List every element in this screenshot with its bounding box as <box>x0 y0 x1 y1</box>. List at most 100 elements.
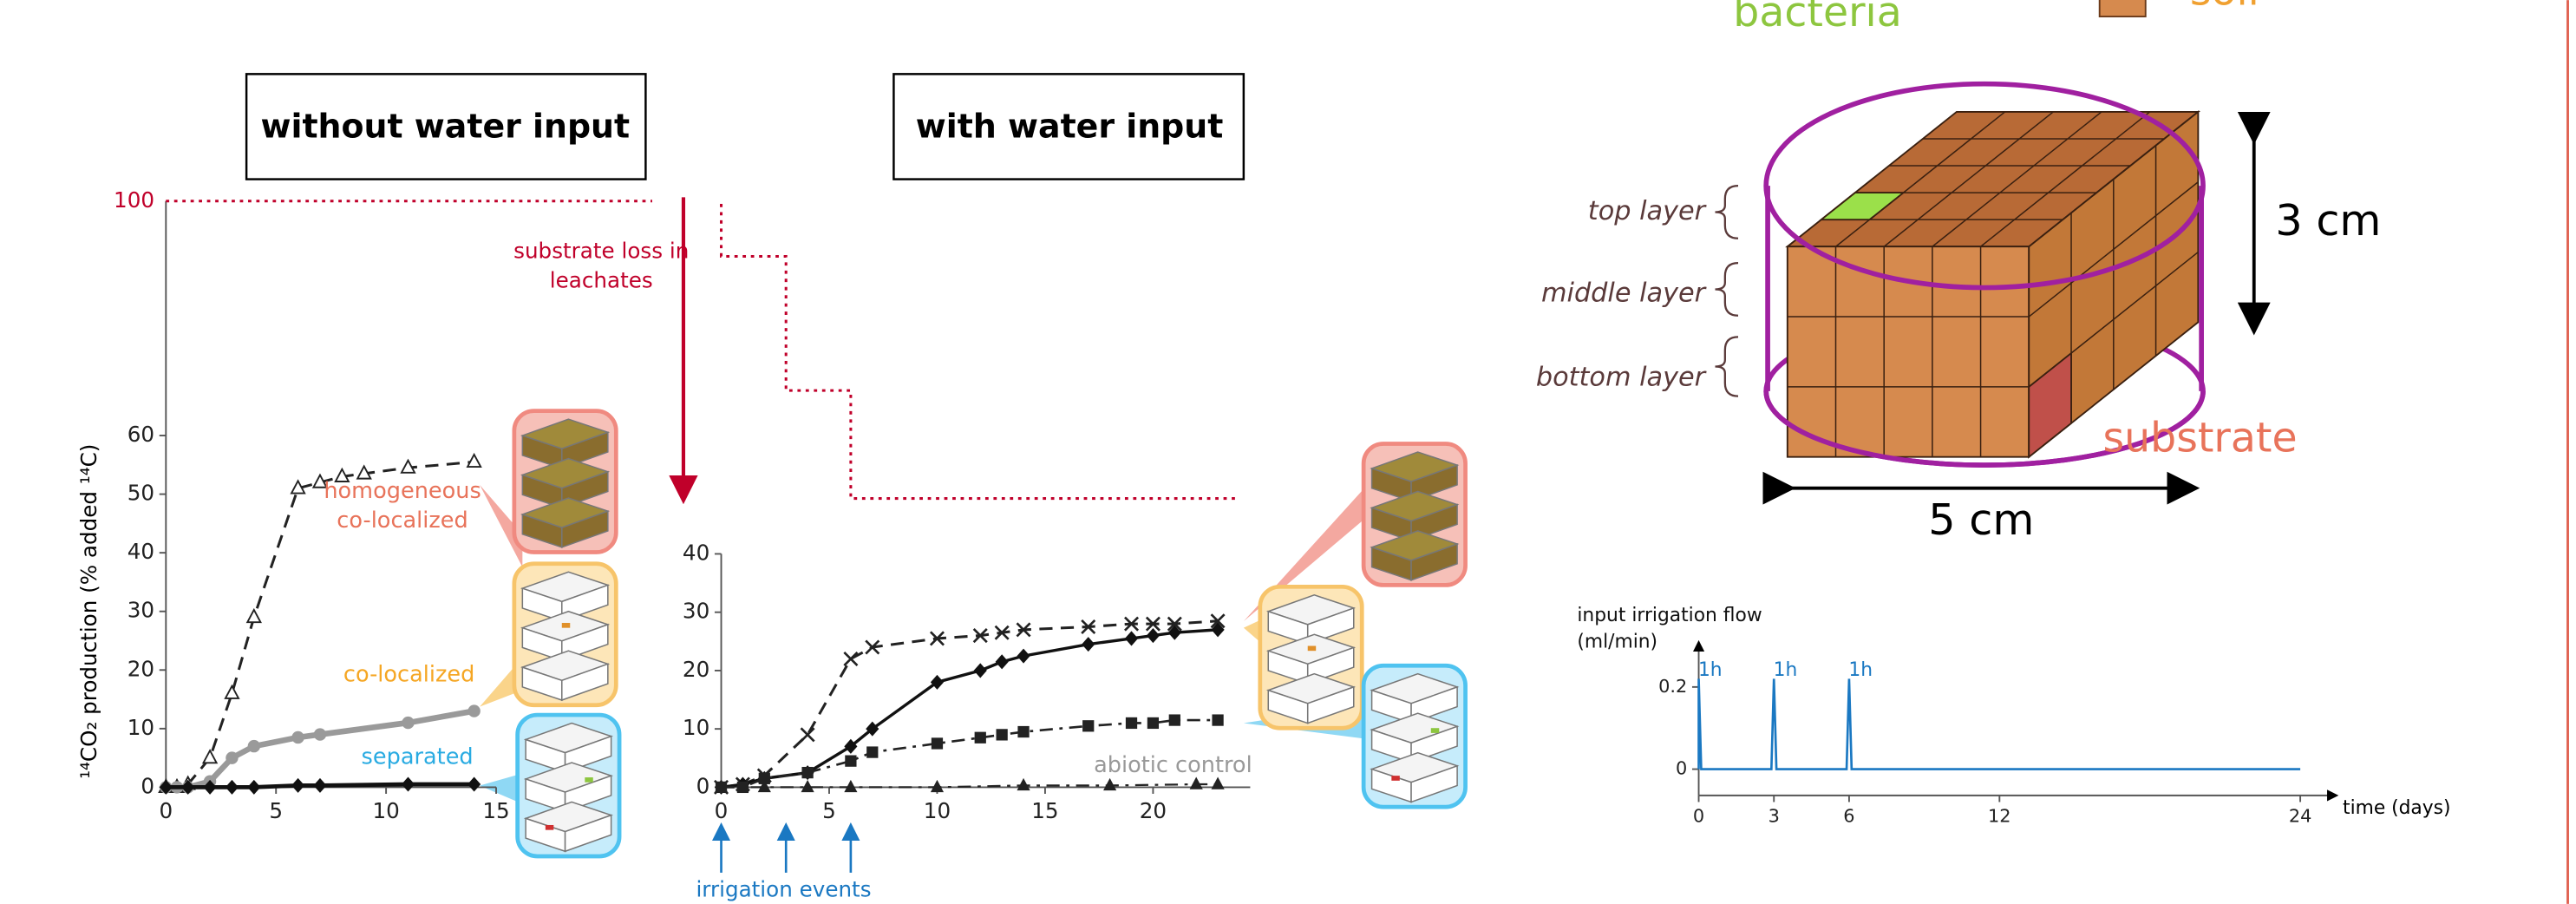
substrate-dot <box>1308 646 1316 652</box>
x-tick-label: 12 <box>1988 805 2011 826</box>
x-tick-label: 15 <box>482 798 509 823</box>
substrate-dot <box>1391 776 1399 781</box>
layer-label: top layer <box>1588 196 1708 226</box>
marker <box>467 455 481 467</box>
marker <box>801 728 814 741</box>
marker <box>801 780 814 792</box>
x-tick-label: 20 <box>1140 798 1167 823</box>
marker <box>1103 778 1116 790</box>
bacteria-dot <box>585 777 592 783</box>
layer-braces <box>1715 186 1738 396</box>
marker <box>844 652 857 665</box>
page: {"chart_data":[ {"type":"line","title":"… <box>0 0 2576 904</box>
height-label: 3 cm <box>2275 195 2381 246</box>
y-tick-label: 10 <box>683 715 709 740</box>
substrate-dot <box>562 623 570 628</box>
marker <box>931 780 944 792</box>
marker <box>1017 649 1030 664</box>
annotation: irrigation events <box>696 877 871 902</box>
marker <box>203 750 216 763</box>
chart-title: with water input <box>916 107 1224 145</box>
annotation: substrate loss in leachates <box>513 239 690 296</box>
x-tick-label: 10 <box>372 798 399 823</box>
marker <box>1212 777 1225 789</box>
soil-icon <box>2100 0 2146 16</box>
layer-label: middle layer <box>1541 278 1708 309</box>
y-tick-label: 0 <box>1676 758 1687 779</box>
marker <box>1017 778 1030 790</box>
marker <box>1212 714 1223 725</box>
marker <box>1169 714 1180 725</box>
x-tick-label: 5 <box>269 798 283 823</box>
x-tick-label: 24 <box>2289 805 2312 826</box>
soil-label: soil <box>2190 0 2259 16</box>
x-tick-label: 10 <box>924 798 951 823</box>
marker <box>1017 726 1029 737</box>
marker <box>226 780 239 795</box>
marker <box>975 732 986 744</box>
marker <box>997 729 1008 740</box>
marker <box>247 780 260 795</box>
marker <box>1082 637 1095 652</box>
y-tick-label: 40 <box>683 540 709 565</box>
substrate-dot <box>546 825 553 830</box>
y-tick-label: 30 <box>683 599 709 624</box>
substrate-label: substrate <box>2102 415 2297 462</box>
marker <box>844 780 857 792</box>
y-tick-label: 0.2 <box>1658 676 1687 697</box>
x-tick-label: 0 <box>715 798 729 823</box>
marker <box>866 746 878 757</box>
marker <box>248 740 260 752</box>
peak-label: 1h <box>1774 659 1798 681</box>
marker <box>931 675 944 690</box>
x-tick-label: 0 <box>1693 805 1704 826</box>
series-label: homogeneous co-localized <box>312 476 493 536</box>
marker <box>226 751 238 763</box>
marker <box>996 654 1009 669</box>
layer-label: bottom layer <box>1536 362 1708 392</box>
y-tick-label: 30 <box>127 598 154 623</box>
chart-title: without water input <box>260 107 630 145</box>
y-tick-label: 20 <box>127 656 154 681</box>
bacteria-label: bacteria <box>1733 0 1901 36</box>
bacteria-dot <box>1431 728 1439 733</box>
soil-cube <box>1766 84 2203 465</box>
series-label: co-localized <box>343 662 474 688</box>
y-tick-label: 0 <box>141 773 154 798</box>
x-tick-label: 6 <box>1843 805 1854 826</box>
y-axis-label: input irrigation flow (ml/min) <box>1577 603 1790 654</box>
marker <box>467 777 481 792</box>
series-line <box>1699 678 2301 769</box>
marker <box>801 767 813 778</box>
marker <box>313 778 326 793</box>
peak-label: 1h <box>1698 659 1723 681</box>
marker <box>247 610 260 622</box>
x-tick-label: 15 <box>1031 798 1058 823</box>
marker <box>1147 628 1160 643</box>
marker <box>1082 720 1094 731</box>
peak-label: 1h <box>1848 659 1873 681</box>
x-tick-label: 0 <box>159 798 173 823</box>
x-tick-label: 3 <box>1769 805 1780 826</box>
y-tick-label: 40 <box>127 539 154 564</box>
marker <box>402 777 415 792</box>
reference-label: 100 <box>114 187 154 213</box>
marker <box>845 756 856 767</box>
y-axis-label: ¹⁴CO₂ production (% added ¹⁴C) <box>76 444 101 779</box>
series-label-box: homogeneous co-localized <box>312 476 493 548</box>
x-axis-label: time (days) <box>2343 797 2450 819</box>
y-tick-label: 0 <box>696 773 710 798</box>
figure: 3 cm 5 cm bacteria soil substrate top la… <box>0 0 2576 904</box>
series-line <box>722 204 1239 499</box>
cube-front <box>1788 246 2029 456</box>
x-tick-label: 5 <box>822 798 836 823</box>
y-tick-label: 20 <box>683 657 709 682</box>
marker <box>291 731 304 744</box>
marker <box>1126 717 1137 729</box>
marker <box>1190 777 1203 789</box>
marker <box>291 778 304 793</box>
marker <box>314 728 326 740</box>
y-tick-label: 10 <box>127 715 154 740</box>
y-tick-label: 50 <box>127 481 154 506</box>
y-tick-label: 60 <box>127 422 154 447</box>
